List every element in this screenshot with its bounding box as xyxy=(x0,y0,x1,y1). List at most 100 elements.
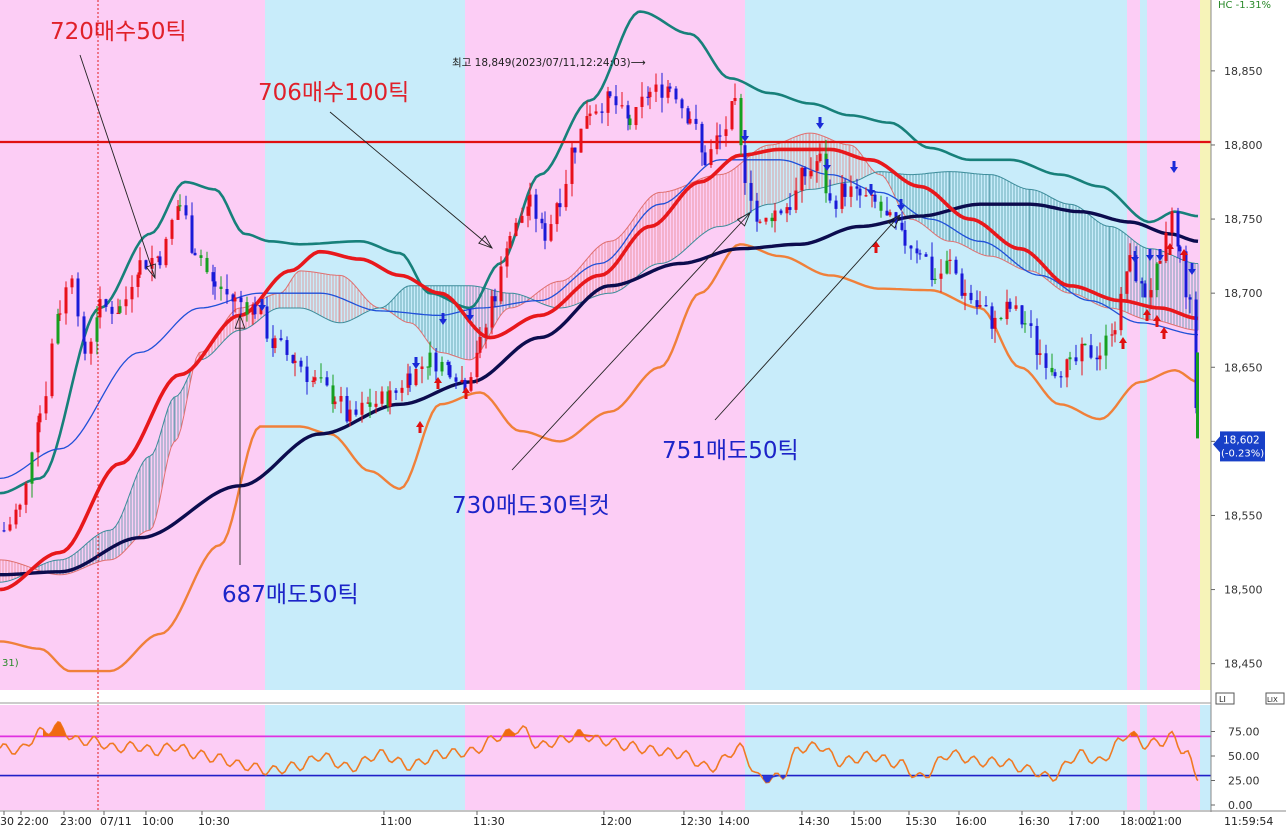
candle-body xyxy=(156,256,160,258)
leading-span-a xyxy=(0,132,1199,576)
candle-body xyxy=(293,360,297,363)
candle-body xyxy=(414,368,418,386)
candle-body xyxy=(688,118,692,124)
candle-body xyxy=(1089,345,1093,358)
candle-body xyxy=(993,317,997,329)
candle-body xyxy=(626,105,630,119)
candle-body xyxy=(56,313,60,344)
candle-body xyxy=(95,317,99,342)
candle-body xyxy=(1083,343,1087,346)
candle-body xyxy=(828,193,832,201)
session-band xyxy=(0,705,265,810)
session-band xyxy=(1140,0,1147,690)
candle-body xyxy=(64,287,68,314)
candle-body xyxy=(150,257,154,269)
time-tick-label: 12:00 xyxy=(600,815,632,828)
candle-body xyxy=(526,206,530,216)
session-band xyxy=(745,0,1127,690)
candle-body xyxy=(1020,305,1024,325)
time-tick-label: 10:00 xyxy=(142,815,174,828)
side-label: 31) xyxy=(2,658,19,669)
osc-overbought-fill xyxy=(503,729,515,737)
candle-body xyxy=(251,304,255,315)
candle-body xyxy=(406,373,410,388)
osc-overbought-fill xyxy=(575,729,598,737)
candle-body xyxy=(1005,301,1009,320)
candle-body xyxy=(770,217,774,222)
candle-body xyxy=(788,207,792,210)
last-price-pointer xyxy=(1213,436,1220,453)
session-band xyxy=(0,0,265,690)
annotations: 720매수50틱 706매수100틱 687매도50틱 730매도30틱컷 751매도5… xyxy=(50,19,901,608)
buy-signal-arrow xyxy=(416,421,424,433)
candle-body xyxy=(749,182,753,201)
candle-body xyxy=(76,278,80,317)
candle-body xyxy=(345,396,349,422)
candle-body xyxy=(368,402,372,407)
sell-signal-arrow xyxy=(1170,161,1178,173)
candle-body xyxy=(743,145,747,183)
candle-body xyxy=(199,255,203,258)
candle-body xyxy=(879,201,883,211)
candle-body xyxy=(448,365,452,378)
candle-body xyxy=(469,377,473,391)
candle-body xyxy=(969,292,973,301)
candle-body xyxy=(388,390,392,407)
candle-body xyxy=(803,167,807,177)
sell-signal-arrow xyxy=(823,159,831,171)
candle-body xyxy=(709,149,713,166)
last-price-box xyxy=(1220,431,1265,462)
candle-body xyxy=(939,273,943,279)
price-tick-label: 18,450 xyxy=(1224,658,1263,671)
time-tick-label: 15:30 xyxy=(905,815,937,828)
candle-body xyxy=(36,422,40,453)
price-axis-bg xyxy=(1211,0,1286,831)
candle-body xyxy=(110,306,114,314)
candle-body xyxy=(674,88,678,100)
osc-oversold-fill xyxy=(763,775,786,783)
candle-body xyxy=(606,91,610,113)
candle-body xyxy=(999,317,1003,320)
sell-signal-arrow xyxy=(867,184,875,196)
annotation-pointer xyxy=(714,214,901,421)
candle-body xyxy=(58,313,62,315)
panel-button-2 xyxy=(1265,692,1285,705)
candle-body xyxy=(1029,323,1033,326)
candle-body xyxy=(534,194,538,219)
candle-body xyxy=(8,524,12,531)
candle-body xyxy=(158,256,162,266)
candle-body xyxy=(463,379,467,391)
candle-body xyxy=(528,194,532,207)
time-tick-label: 16:30 xyxy=(1018,815,1050,828)
buy-signal-arrow xyxy=(1180,249,1188,261)
candle-body xyxy=(136,274,140,287)
osc-tick-label: 50.00 xyxy=(1228,750,1260,763)
candle-body xyxy=(30,452,34,484)
time-tick-label: 21:00 xyxy=(1150,815,1182,828)
candle-body xyxy=(858,188,862,196)
indicator-lines xyxy=(0,0,1211,810)
candle-body xyxy=(1143,283,1147,298)
candle-body xyxy=(724,129,728,136)
annotation-pointer-head xyxy=(886,214,901,229)
candle-body xyxy=(588,113,592,117)
candle-body xyxy=(499,266,503,302)
candle-body xyxy=(38,413,42,423)
candle-body xyxy=(273,338,277,349)
candle-body xyxy=(573,147,577,153)
candle-body xyxy=(508,236,512,249)
sell-signal-arrow xyxy=(1146,249,1154,261)
candle-body xyxy=(608,91,612,97)
candle-body xyxy=(843,183,847,197)
buy-signal-arrow xyxy=(1143,309,1151,321)
session-band xyxy=(1147,0,1200,690)
session-band xyxy=(1127,0,1140,690)
candle-body xyxy=(213,281,217,287)
candle-body xyxy=(1164,232,1168,261)
candle-body xyxy=(785,207,789,214)
candle-body xyxy=(646,96,650,98)
candle-body xyxy=(2,530,6,532)
candle-body xyxy=(420,366,424,369)
candle-body xyxy=(654,84,658,92)
